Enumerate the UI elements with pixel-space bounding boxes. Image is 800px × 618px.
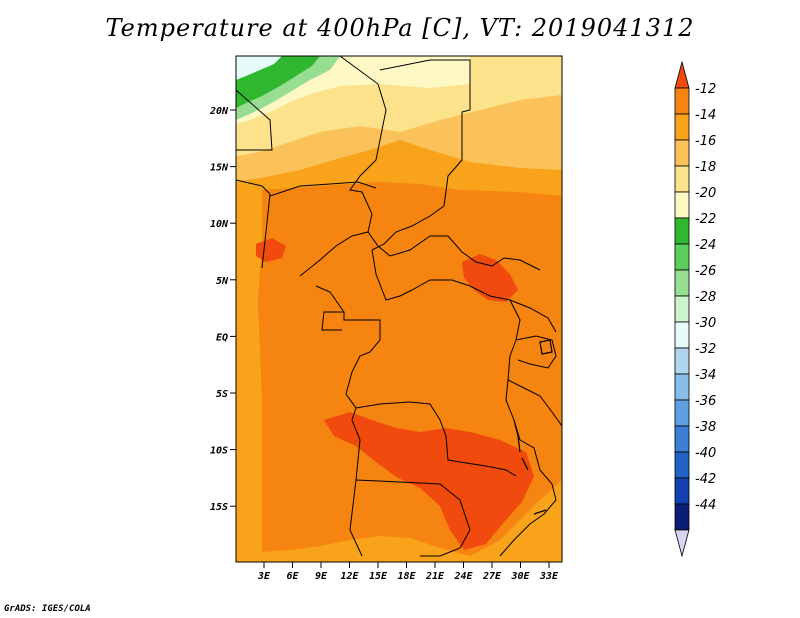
- colorbar-swatch: [674, 269, 690, 297]
- colorbar-swatch: [674, 295, 690, 323]
- lon-label: 3E: [257, 571, 271, 582]
- lat-label: 20N: [209, 106, 229, 117]
- colorbar-swatch: [674, 399, 690, 427]
- colorbar-label: -32: [695, 342, 716, 357]
- colorbar-swatch: [674, 503, 690, 531]
- warm-spot-central: [462, 254, 518, 302]
- latitude-axis: 20N 15N 10N 5N EQ 5S 10S 15S: [209, 106, 236, 513]
- lon-label: 30E: [510, 571, 530, 582]
- colorbar-swatch: [674, 321, 690, 349]
- grads-credit: GrADS: IGES/COLA: [4, 604, 91, 614]
- lat-label: 5N: [216, 276, 229, 287]
- colorbar-label: -12: [695, 82, 716, 97]
- colorbar-label: -16: [695, 134, 716, 149]
- lon-label: 18E: [397, 571, 416, 582]
- colorbar-label: -34: [695, 368, 716, 383]
- lon-label: 21E: [425, 571, 445, 582]
- warm-spot-south: [324, 412, 534, 550]
- colorbar-swatch: [674, 165, 690, 193]
- colorbar-label: -44: [695, 498, 716, 513]
- lakes: [513, 339, 553, 515]
- lon-label: 24E: [453, 571, 473, 582]
- colorbar-label: -26: [695, 264, 716, 279]
- chart-title: Temperature at 400hPa [C], VT: 201904131…: [105, 14, 695, 42]
- colorbar-swatch: [674, 87, 690, 115]
- lat-label: 10N: [210, 219, 229, 230]
- lon-label: 15E: [369, 571, 388, 582]
- country-borders: [236, 56, 562, 557]
- longitude-axis: 3E 6E 9E 12E 15E 18E 21E 24E 27E 30E 33E: [257, 562, 559, 582]
- lat-label: 10S: [210, 446, 228, 457]
- lon-label: 33E: [539, 571, 559, 582]
- colorbar-swatch: [674, 373, 690, 401]
- colorbar-label: -28: [695, 290, 716, 305]
- colorbar-swatch: [674, 191, 690, 219]
- colorbar-label: -42: [695, 472, 716, 487]
- colorbar-label: -24: [695, 238, 716, 253]
- colorbar-swatch: [674, 217, 690, 245]
- lat-label: 15N: [210, 163, 229, 174]
- lon-label: 12E: [340, 571, 359, 582]
- map-frame: [235, 55, 563, 563]
- colorbar-label: -36: [695, 394, 716, 409]
- colorbar-swatch: [674, 139, 690, 167]
- colorbar-swatch: [674, 60, 690, 89]
- lat-label: 5S: [216, 389, 228, 400]
- lon-label: 27E: [482, 571, 502, 582]
- temperature-field: [236, 56, 562, 556]
- band-minus-30: [236, 56, 282, 80]
- colorbar-swatch: [674, 477, 690, 505]
- colorbar-swatch: [674, 425, 690, 453]
- lon-label: 9E: [315, 571, 328, 582]
- colorbar-label: -14: [695, 108, 716, 123]
- colorbar-label: -22: [695, 212, 716, 227]
- colorbar-label: -40: [695, 446, 716, 461]
- colorbar: -12 -14 -16 -18 -20 -22 -24 -26 -28 -30 -32 -34 -36 -…: [674, 60, 716, 558]
- colorbar-label: -20: [695, 186, 716, 201]
- colorbar-swatch: [674, 243, 690, 271]
- colorbar-swatch: [674, 529, 690, 558]
- colorbar-label: -18: [695, 160, 716, 175]
- colorbar-swatch: [674, 451, 690, 479]
- colorbar-label: -30: [695, 316, 716, 331]
- lat-label: EQ: [216, 332, 228, 343]
- colorbar-swatch: [674, 347, 690, 375]
- lon-label: 6E: [286, 571, 299, 582]
- lat-label: 15S: [210, 502, 228, 513]
- colorbar-label: -38: [695, 420, 716, 435]
- colorbar-swatch: [674, 113, 690, 141]
